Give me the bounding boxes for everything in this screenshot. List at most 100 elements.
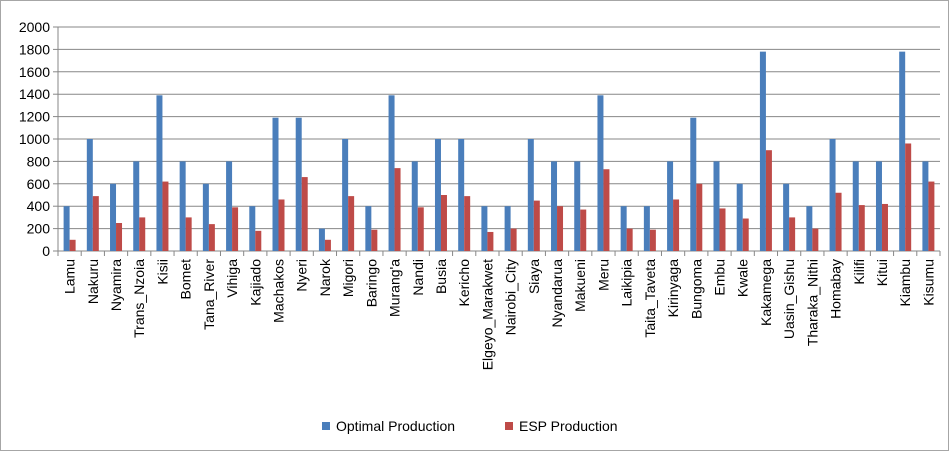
bar-optimal-28 xyxy=(713,161,720,251)
bar-esp-8 xyxy=(255,230,262,251)
y-tick-label: 400 xyxy=(27,198,51,214)
bar-esp-29 xyxy=(742,218,749,251)
bar-esp-37 xyxy=(928,181,935,251)
x-tick-label: Busia xyxy=(433,259,449,294)
bar-optimal-31 xyxy=(783,183,790,251)
x-tick-label: Kericho xyxy=(456,259,472,307)
x-tick-labels: Lamu Nakuru Nyamira Trans_Nzoia Kisii Bomet Ta… xyxy=(62,258,937,370)
bar-optimal-0 xyxy=(63,206,70,251)
bar-esp-13 xyxy=(371,229,378,251)
y-tick-label: 1000 xyxy=(19,131,50,147)
bar-esp-33 xyxy=(835,192,842,251)
bar-esp-12 xyxy=(348,196,355,251)
y-tick-labels: 0 200 400 600 800 1000 1200 1400 1600 1800 2000 xyxy=(19,19,50,259)
bar-optimal-25 xyxy=(643,206,650,251)
y-tick-label: 800 xyxy=(27,153,51,169)
x-tick-label: Kakamega xyxy=(758,259,774,326)
bar-optimal-12 xyxy=(342,139,349,251)
bar-esp-16 xyxy=(440,195,447,251)
legend: Optimal Production ESP Production xyxy=(322,418,618,434)
x-tick-label: Tana_River xyxy=(201,259,217,330)
bar-optimal-19 xyxy=(504,206,511,251)
x-tick-label: Narok xyxy=(317,258,333,296)
legend-swatch xyxy=(505,422,513,430)
y-tick-label: 1200 xyxy=(19,109,50,125)
x-tick-label: Machakos xyxy=(271,259,287,323)
x-tick-label: Murang'a xyxy=(387,259,403,317)
bar-optimal-33 xyxy=(829,139,836,251)
y-tick-label: 600 xyxy=(27,176,51,192)
bar-esp-3 xyxy=(139,217,146,251)
bar-optimal-30 xyxy=(759,51,766,251)
bar-esp-26 xyxy=(673,199,680,251)
bar-optimal-35 xyxy=(875,161,882,251)
bar-optimal-36 xyxy=(899,51,906,251)
bar-esp-18 xyxy=(487,231,494,251)
x-tick-label: Nyamira xyxy=(108,259,124,311)
bar-optimal-29 xyxy=(736,183,743,251)
x-tick-label: Migori xyxy=(340,259,356,297)
x-tick-label: Siaya xyxy=(526,259,542,294)
bar-esp-10 xyxy=(301,177,308,251)
bar-esp-23 xyxy=(603,169,610,251)
bar-optimal-17 xyxy=(458,139,465,251)
x-tick-label: Kisii xyxy=(154,259,170,285)
bar-optimal-18 xyxy=(481,206,488,251)
x-tick-label: Nyandarua xyxy=(549,259,565,328)
bar-esp-2 xyxy=(116,223,123,251)
bar-optimal-24 xyxy=(620,206,627,251)
bar-optimal-16 xyxy=(434,139,441,251)
bar-esp-4 xyxy=(162,181,169,251)
bar-esp-0 xyxy=(69,239,76,251)
x-tick-label: Bomet xyxy=(178,259,194,300)
bar-optimal-5 xyxy=(179,161,186,251)
bar-optimal-3 xyxy=(133,161,140,251)
bar-esp-24 xyxy=(626,228,633,251)
x-tick-label: Kirinyaga xyxy=(665,259,681,318)
bar-esp-30 xyxy=(765,150,772,251)
bar-esp-19 xyxy=(510,228,517,251)
y-tick-label: 2000 xyxy=(19,19,50,35)
bar-optimal-20 xyxy=(527,139,534,251)
bar-esp-21 xyxy=(557,206,564,251)
bar-optimal-7 xyxy=(226,161,233,251)
bar-esp-36 xyxy=(905,143,912,251)
bar-esp-9 xyxy=(278,199,285,251)
x-tick-label: Tharaka_Nithi xyxy=(804,259,820,346)
bar-optimal-11 xyxy=(318,228,325,251)
x-tick-label: Nyeri xyxy=(294,259,310,292)
legend-label: ESP Production xyxy=(519,418,618,434)
bar-optimal-37 xyxy=(922,161,929,251)
y-tick-label: 200 xyxy=(27,221,51,237)
x-tick-label: Vihiga xyxy=(224,259,240,298)
bar-optimal-34 xyxy=(852,161,859,251)
bar-esp-28 xyxy=(719,208,726,251)
bar-optimal-10 xyxy=(295,117,302,251)
bars xyxy=(63,51,935,251)
bar-optimal-32 xyxy=(806,206,813,251)
x-tick-label: Laikipia xyxy=(619,259,635,307)
x-tick-label: Uasin_Gishu xyxy=(781,259,797,339)
bar-esp-17 xyxy=(464,196,471,251)
legend-label: Optimal Production xyxy=(336,418,455,434)
x-tick-label: Homabay xyxy=(828,259,844,319)
bar-optimal-23 xyxy=(597,95,604,251)
bar-optimal-8 xyxy=(249,206,256,251)
bar-esp-20 xyxy=(533,200,540,251)
x-tick-label: Kilifi xyxy=(851,259,867,285)
x-tick-label: Kajiado xyxy=(247,259,263,306)
y-tick-label: 1400 xyxy=(19,86,50,102)
x-tick-label: Elgeyo_Marakwet xyxy=(479,259,495,370)
y-tick-label: 1600 xyxy=(19,64,50,80)
bar-optimal-14 xyxy=(388,95,395,251)
bar-esp-31 xyxy=(789,217,796,251)
bar-esp-5 xyxy=(185,217,192,251)
bar-optimal-1 xyxy=(86,139,93,251)
bar-optimal-9 xyxy=(272,117,279,251)
x-tick-label: Taita_Taveta xyxy=(642,259,658,338)
bar-esp-11 xyxy=(324,239,331,251)
bar-optimal-27 xyxy=(690,117,697,251)
bar-optimal-15 xyxy=(411,161,418,251)
bar-optimal-21 xyxy=(551,161,558,251)
